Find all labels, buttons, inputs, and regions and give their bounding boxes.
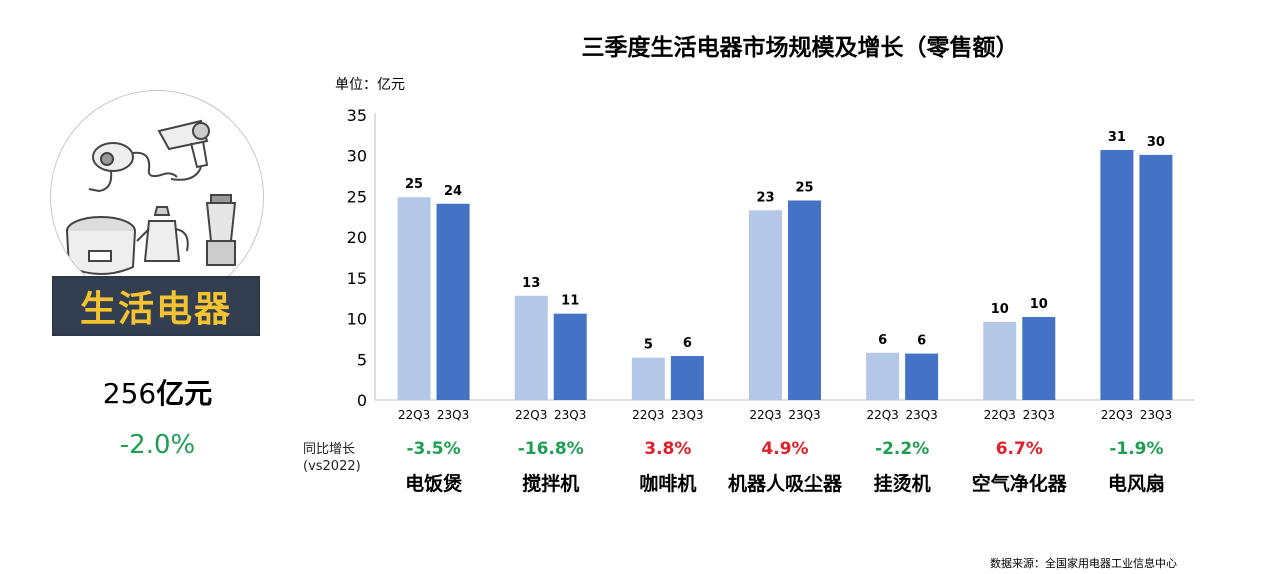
total-growth: -2.0%: [119, 430, 196, 460]
growth-row-label: 同比增长 (vs2022): [303, 441, 361, 475]
bar-23q3: [436, 203, 470, 400]
bar-23q3: [788, 200, 821, 400]
growth-value: 4.9%: [761, 439, 808, 459]
period-label: 23Q3: [1140, 408, 1172, 422]
y-tick-label: 5: [357, 350, 367, 369]
chart-title: 三季度生活电器市场规模及增长（零售额）: [581, 35, 1019, 61]
growth-label-line1: 同比增长: [303, 442, 356, 457]
y-tick-label: 15: [347, 269, 367, 288]
bar-23q3: [1022, 316, 1056, 400]
bar-23q3: [1139, 154, 1173, 400]
category-label: 电饭煲: [405, 472, 463, 495]
growth-label-line2: (vs2022): [303, 459, 361, 474]
period-label: 22Q3: [632, 408, 664, 422]
period-label: 22Q3: [515, 408, 547, 422]
growth-value: -3.5%: [406, 439, 460, 459]
bar-22q3: [866, 352, 900, 400]
period-label: 23Q3: [437, 408, 469, 422]
category-label: 挂烫机: [874, 472, 931, 495]
growth-value: -1.9%: [1109, 439, 1163, 459]
category-label: 生活电器: [79, 289, 232, 330]
bar-22q3: [397, 197, 431, 400]
total-market-size: 256亿元: [60, 372, 255, 412]
period-label: 22Q3: [749, 408, 781, 422]
category-label: 搅拌机: [522, 472, 579, 495]
category-badge: 生活电器: [52, 276, 260, 336]
data-label: 5: [644, 338, 653, 353]
blender-icon: [205, 194, 237, 266]
bar-23q3: [553, 313, 587, 400]
y-tick-label: 10: [347, 310, 367, 329]
period-label: 23Q3: [788, 408, 820, 422]
data-label: 6: [683, 336, 692, 351]
category-label: 空气净化器: [972, 472, 1068, 495]
kettle-icon: [136, 206, 189, 262]
growth-value: 6.7%: [996, 439, 1043, 459]
y-tick-label: 0: [357, 391, 367, 410]
data-label: 25: [405, 177, 423, 192]
bar-23q3: [905, 353, 939, 400]
data-label: 11: [561, 294, 579, 309]
period-label: 23Q3: [671, 408, 703, 422]
data-label: 6: [878, 333, 887, 348]
bar-22q3: [983, 321, 1017, 400]
bar-22q3: [749, 210, 782, 400]
y-tick-label: 25: [347, 187, 367, 206]
data-label: 13: [522, 276, 540, 291]
hair-dryer-icon: [157, 119, 210, 181]
category-label: 机器人吸尘器: [728, 473, 843, 495]
bar-22q3: [631, 357, 665, 400]
bar-22q3: [514, 295, 548, 400]
y-tick-label: 35: [347, 106, 367, 125]
data-label: 10: [991, 302, 1009, 317]
data-label: 23: [756, 190, 774, 205]
y-tick-label: 30: [347, 147, 367, 166]
data-label: 25: [795, 181, 813, 196]
period-label: 22Q3: [398, 408, 430, 422]
growth-value: 3.8%: [644, 439, 691, 459]
vacuum-icon: [88, 142, 178, 193]
data-label: 10: [1030, 297, 1048, 312]
period-label: 23Q3: [905, 408, 937, 422]
data-label: 24: [444, 184, 462, 199]
data-label: 31: [1108, 130, 1126, 145]
period-label: 23Q3: [554, 408, 586, 422]
growth-value: -16.8%: [518, 439, 584, 459]
category-label: 电风扇: [1108, 472, 1165, 495]
bar-22q3: [1100, 150, 1134, 400]
period-label: 23Q3: [1023, 408, 1055, 422]
period-label: 22Q3: [1101, 408, 1133, 422]
period-label: 22Q3: [984, 408, 1016, 422]
period-label: 22Q3: [866, 408, 898, 422]
data-source: 数据来源：全国家用电器工业信息中心: [990, 557, 1177, 570]
bar-23q3: [670, 356, 704, 400]
data-label: 6: [917, 334, 926, 349]
growth-value: -2.2%: [875, 439, 929, 459]
y-tick-label: 20: [347, 228, 367, 247]
category-label: 咖啡机: [639, 472, 696, 495]
data-label: 30: [1147, 135, 1165, 150]
total-value: 256: [102, 377, 157, 410]
appliance-illustration: [50, 90, 264, 304]
total-unit: 亿元: [156, 377, 213, 410]
unit-label: 单位：亿元: [335, 77, 405, 93]
